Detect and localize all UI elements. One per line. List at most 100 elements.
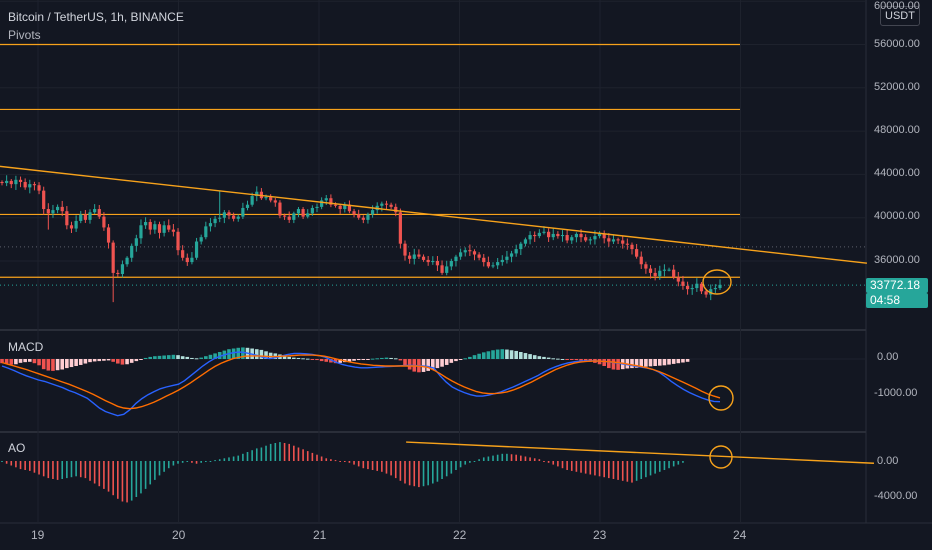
macd-histogram-bar xyxy=(41,359,46,370)
candle-body xyxy=(528,235,532,240)
candle-body xyxy=(523,239,528,244)
macd-pane xyxy=(0,347,866,417)
macd-histogram-bar xyxy=(78,359,83,365)
macd-label[interactable]: MACD xyxy=(8,340,44,354)
candle-body xyxy=(97,209,101,217)
ao-histogram-bar xyxy=(566,461,568,470)
macd-histogram-bar xyxy=(639,359,644,368)
macd-histogram-bar xyxy=(106,359,111,361)
candle-body xyxy=(408,255,412,259)
macd-histogram-bar xyxy=(125,359,129,365)
ao-histogram-bar xyxy=(61,461,64,479)
macd-histogram-bar xyxy=(129,359,134,363)
ao-histogram-bar xyxy=(288,443,290,461)
ao-histogram-bar xyxy=(362,461,365,469)
candle-body xyxy=(69,225,74,229)
x-tick-date: 22 xyxy=(453,528,467,542)
ao-histogram-bar xyxy=(200,461,202,463)
candle-body xyxy=(361,217,365,220)
y-tick-price: 44000.00 xyxy=(874,167,920,179)
macd-histogram-bar xyxy=(477,353,481,359)
candle-body xyxy=(116,272,120,274)
ao-histogram-bar xyxy=(181,461,184,463)
ao-histogram-bar xyxy=(367,461,369,470)
candle-body xyxy=(222,212,226,218)
macd-histogram-bar xyxy=(356,359,361,361)
price-candles xyxy=(0,175,722,303)
macd-histogram-bar xyxy=(204,356,208,359)
ao-histogram-bar xyxy=(381,461,383,472)
ao-histogram-bar xyxy=(246,452,249,461)
ao-histogram-bar xyxy=(209,461,212,462)
macd-histogram-bar xyxy=(9,359,14,365)
ao-histogram-bar xyxy=(353,461,355,465)
ao-histogram-bar xyxy=(130,461,133,501)
candle-body xyxy=(23,181,27,188)
annotation-circle xyxy=(702,269,732,295)
candle-body xyxy=(134,238,138,246)
macd-histogram-bar xyxy=(324,359,329,362)
macd-histogram-bar xyxy=(231,348,236,359)
ao-histogram-bar xyxy=(167,461,170,469)
candle-body xyxy=(431,261,435,263)
macd-histogram-bar xyxy=(37,359,41,366)
macd-histogram-bar xyxy=(393,358,398,360)
candle-body xyxy=(403,243,407,256)
macd-histogram-bar xyxy=(315,359,319,361)
candle-body xyxy=(662,269,667,271)
price-trendline xyxy=(0,165,868,264)
ao-pane xyxy=(1,441,875,503)
ao-histogram-bar xyxy=(98,461,101,487)
candle-body xyxy=(556,233,560,237)
macd-histogram-bar xyxy=(634,359,639,368)
macd-histogram-bar xyxy=(0,359,4,364)
macd-histogram-bar xyxy=(18,359,23,363)
candle-body xyxy=(176,231,180,251)
macd-histogram-bar xyxy=(166,355,171,359)
ao-histogram-bar xyxy=(311,452,314,461)
ao-histogram-bar xyxy=(218,459,221,461)
macd-histogram-bar xyxy=(92,359,97,362)
candle-body xyxy=(398,212,402,244)
macd-histogram-bar xyxy=(579,359,583,361)
ao-histogram-bar xyxy=(320,456,323,461)
macd-histogram-bar xyxy=(347,359,352,362)
ao-histogram-bar xyxy=(376,461,379,471)
y-tick-price: 36000.00 xyxy=(874,254,920,266)
ao-histogram-bar xyxy=(520,455,522,461)
ao-histogram-bar xyxy=(608,461,610,479)
candle-body xyxy=(547,231,551,238)
candle-body xyxy=(440,265,444,273)
ao-histogram-bar xyxy=(427,461,429,486)
ao-histogram-bar xyxy=(533,458,536,461)
ao-histogram-bar xyxy=(172,461,175,466)
ao-histogram-bar xyxy=(237,455,240,461)
candle-body xyxy=(435,261,440,266)
candle-body xyxy=(55,206,60,211)
candle-body xyxy=(565,235,569,241)
candle-countdown: 04:58 xyxy=(866,293,928,308)
ao-histogram-bar xyxy=(441,461,443,479)
candle-body xyxy=(551,233,555,238)
candle-body xyxy=(208,223,213,227)
macd-histogram-bar xyxy=(116,359,120,364)
candle-body xyxy=(667,269,671,271)
macd-histogram-bar xyxy=(560,359,565,360)
currency-selector[interactable]: USDT xyxy=(880,6,920,26)
candle-body xyxy=(273,200,277,203)
ao-histogram-bar xyxy=(5,461,8,464)
candle-body xyxy=(144,222,148,226)
ao-histogram-bar xyxy=(107,461,110,492)
candle-body xyxy=(37,185,41,191)
ao-histogram-bar xyxy=(543,461,545,462)
macd-histogram-bar xyxy=(14,359,18,365)
candle-body xyxy=(704,291,708,295)
ao-histogram-bar xyxy=(121,461,124,502)
ao-label[interactable]: AO xyxy=(8,441,26,455)
ao-histogram-bar xyxy=(464,461,467,465)
macd-histogram-bar xyxy=(431,359,435,370)
ao-histogram-bar xyxy=(1,461,3,462)
indicator-label-pivots[interactable]: Pivots xyxy=(8,28,41,42)
candle-body xyxy=(574,233,578,238)
